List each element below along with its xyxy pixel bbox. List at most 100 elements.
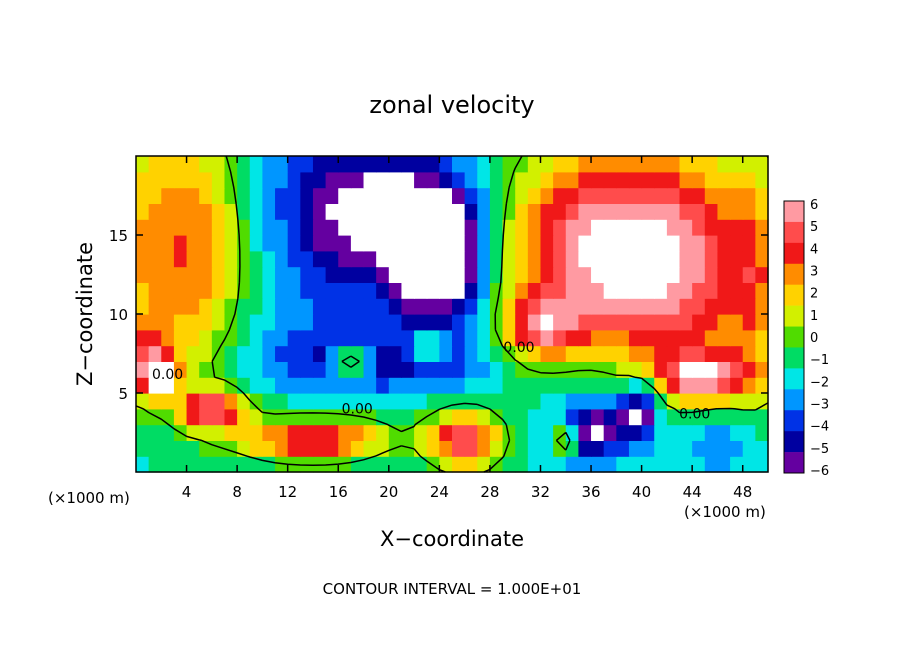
heatmap-cell [755,440,769,457]
heatmap-cell [262,361,276,378]
heatmap-cell [641,393,655,410]
heatmap-cell [540,314,554,331]
heatmap-cell [464,440,478,457]
heatmap-cell [679,282,693,299]
heatmap-cell [300,408,314,426]
heatmap-cell [161,298,175,315]
heatmap-cell [553,424,567,441]
heatmap-cell [173,266,188,283]
heatmap-cell [186,266,200,283]
heatmap-cell [553,456,567,473]
heatmap-cell [161,156,175,173]
heatmap-cell [224,203,238,220]
heatmap-cell [350,250,365,268]
heatmap-cell [275,171,289,189]
heatmap-cell [717,298,731,315]
heatmap-cell [312,266,327,283]
heatmap-cell [540,187,554,204]
heatmap-cell [275,250,289,268]
heatmap-cell [350,440,365,457]
x-tick-label: 28 [480,483,499,501]
heatmap-cell [628,219,643,236]
heatmap-cell [603,156,617,173]
heatmap-cell [502,282,516,299]
heatmap-field [136,156,769,473]
heatmap-cell [388,156,403,173]
heatmap-cell [628,203,643,220]
heatmap-cell [666,235,681,252]
heatmap-cell [540,298,554,315]
heatmap-cell [717,250,731,268]
heatmap-cell [325,156,339,173]
heatmap-cell [300,219,314,236]
x-tick-label: 20 [379,483,398,501]
heatmap-cell [717,393,731,410]
heatmap-cell [666,393,681,410]
heatmap-cell [527,298,542,315]
heatmap-cell [426,440,440,457]
heatmap-cell [679,171,693,189]
heatmap-cell [515,266,529,283]
heatmap-cell [527,314,542,331]
heatmap-cell [300,329,314,347]
heatmap-cell [742,377,756,394]
heatmap-cell [376,329,390,347]
heatmap-cell [173,219,188,236]
heatmap-cell [350,219,365,236]
heatmap-cell [540,345,554,362]
heatmap-cell [452,393,466,410]
heatmap-cell [565,345,579,362]
heatmap-cell [654,219,668,236]
heatmap-cell [654,345,668,362]
heatmap-cell [477,377,491,394]
heatmap-cell [717,266,731,283]
x-tick-label: 12 [278,483,297,501]
heatmap-cell [641,250,655,268]
heatmap-cell [628,377,643,394]
heatmap-cell [186,345,200,362]
heatmap-cell [628,298,643,315]
heatmap-cell [439,456,453,473]
heatmap-cell [502,219,516,236]
heatmap-cell [300,361,314,378]
heatmap-cell [578,298,592,315]
heatmap-cell [287,424,301,441]
heatmap-cell [161,456,175,473]
heatmap-cell [350,282,365,299]
heatmap-cell [275,156,289,173]
heatmap-cell [527,329,542,347]
heatmap-cell [502,393,516,410]
heatmap-cell [565,298,579,315]
heatmap-cell [414,171,428,189]
x-tick-label: 32 [531,483,550,501]
heatmap-cell [755,235,769,252]
heatmap-cell [755,456,769,473]
heatmap-cell [136,456,150,473]
heatmap-cell [730,266,744,283]
heatmap-cell [161,282,175,299]
heatmap-cell [603,314,617,331]
colorbar-label: −2 [810,375,829,390]
heatmap-cell [300,440,314,457]
heatmap-cell [616,171,630,189]
heatmap-cell [275,440,289,457]
heatmap-cell [376,314,390,331]
heatmap-cell [148,298,162,315]
heatmap-cell [199,282,213,299]
heatmap-cell [477,171,491,189]
heatmap-cell [300,282,314,299]
heatmap-cell [249,187,263,204]
heatmap-cell [603,203,617,220]
heatmap-cell [515,250,529,268]
heatmap-cell [553,329,567,347]
heatmap-cell [502,440,516,457]
heatmap-cell [136,393,150,410]
heatmap-cell [173,377,188,394]
heatmap-cell [502,361,516,378]
heatmap-cell [262,187,276,204]
heatmap-cell [161,424,175,441]
heatmap-cell [692,282,706,299]
heatmap-cell [401,187,415,204]
heatmap-cell [161,408,175,426]
heatmap-cell [666,250,681,268]
